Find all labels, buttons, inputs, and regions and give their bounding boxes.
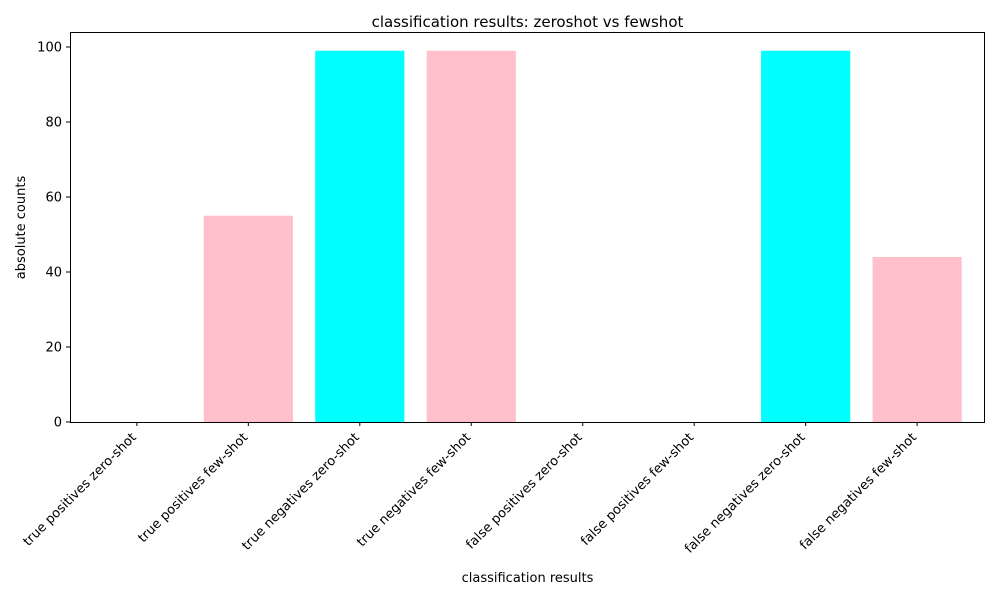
x-tick-label: true negatives few-shot xyxy=(354,430,474,550)
chart-title: classification results: zeroshot vs fews… xyxy=(372,13,684,31)
x-tick-label: false positives zero-shot xyxy=(463,430,585,552)
plot-frame xyxy=(70,32,985,423)
x-tick-label: false negatives zero-shot xyxy=(682,430,808,556)
x-tick-label: false negatives few-shot xyxy=(797,430,920,553)
bar-1 xyxy=(203,215,293,422)
y-tick-label: 100 xyxy=(37,41,62,56)
bars-layer xyxy=(203,50,962,422)
y-tick-label: 40 xyxy=(45,266,62,281)
y-tick-label: 0 xyxy=(54,416,62,431)
x-tick-label: true positives few-shot xyxy=(135,430,251,546)
y-tick-label: 80 xyxy=(45,116,62,131)
x-tick-label: false positives few-shot xyxy=(578,430,697,549)
y-axis-label: absolute counts xyxy=(14,176,29,280)
bar-6 xyxy=(761,50,851,422)
x-tick-label: true negatives zero-shot xyxy=(239,430,362,553)
y-tick-label: 60 xyxy=(45,191,62,206)
bar-2 xyxy=(315,50,405,422)
y-tick-label: 20 xyxy=(45,341,62,356)
bar-3 xyxy=(426,50,516,422)
x-axis-label: classification results xyxy=(462,571,594,586)
bar-7 xyxy=(872,257,962,422)
x-tick-label: true positives zero-shot xyxy=(21,430,140,549)
y-axis: 0 20 40 60 80 100 xyxy=(37,41,70,431)
